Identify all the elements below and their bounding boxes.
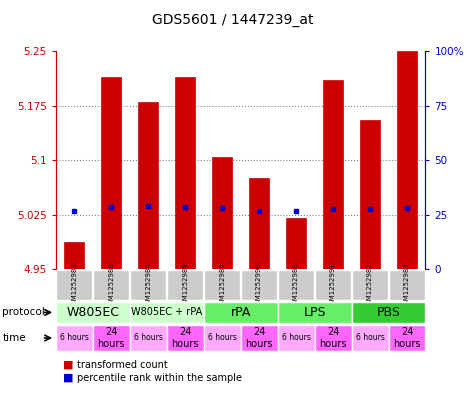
Text: ■: ■: [63, 360, 73, 370]
FancyBboxPatch shape: [278, 270, 314, 300]
Text: 6 hours: 6 hours: [208, 334, 237, 342]
Text: GSM1252989: GSM1252989: [182, 262, 188, 309]
Text: GSM1252990: GSM1252990: [256, 262, 262, 309]
FancyBboxPatch shape: [204, 301, 278, 323]
FancyBboxPatch shape: [56, 301, 130, 323]
Bar: [286, 219, 306, 269]
Bar: [101, 77, 121, 269]
Text: GSM1252985: GSM1252985: [219, 262, 225, 309]
Text: time: time: [2, 333, 26, 343]
Text: 6 hours: 6 hours: [60, 334, 89, 342]
Text: percentile rank within the sample: percentile rank within the sample: [77, 373, 242, 383]
FancyBboxPatch shape: [130, 301, 204, 323]
FancyBboxPatch shape: [130, 270, 166, 300]
Bar: [249, 178, 269, 269]
Text: transformed count: transformed count: [77, 360, 167, 370]
Text: 6 hours: 6 hours: [282, 334, 311, 342]
Text: 24
hours: 24 hours: [98, 327, 125, 349]
Text: rPA: rPA: [231, 306, 251, 319]
Text: GSM1252982: GSM1252982: [367, 262, 373, 309]
Bar: [64, 242, 85, 269]
FancyBboxPatch shape: [315, 270, 351, 300]
Text: GSM1252987: GSM1252987: [404, 262, 410, 309]
FancyBboxPatch shape: [130, 325, 167, 351]
Bar: [323, 80, 343, 269]
Text: GSM1252991: GSM1252991: [330, 262, 336, 309]
FancyBboxPatch shape: [352, 270, 388, 300]
Text: 24
hours: 24 hours: [172, 327, 199, 349]
Text: W805EC: W805EC: [66, 306, 119, 319]
Text: LPS: LPS: [303, 306, 326, 319]
Text: 24
hours: 24 hours: [393, 327, 421, 349]
Bar: [175, 77, 195, 269]
FancyBboxPatch shape: [278, 301, 352, 323]
Text: GSM1252986: GSM1252986: [293, 262, 299, 309]
FancyBboxPatch shape: [314, 325, 352, 351]
FancyBboxPatch shape: [241, 325, 278, 351]
FancyBboxPatch shape: [167, 270, 203, 300]
Text: protocol: protocol: [2, 307, 45, 318]
FancyBboxPatch shape: [93, 270, 129, 300]
Text: PBS: PBS: [377, 306, 400, 319]
Text: GDS5601 / 1447239_at: GDS5601 / 1447239_at: [152, 13, 313, 27]
FancyBboxPatch shape: [389, 270, 425, 300]
Bar: [397, 51, 417, 269]
Text: 6 hours: 6 hours: [134, 334, 163, 342]
FancyBboxPatch shape: [204, 325, 241, 351]
FancyBboxPatch shape: [93, 325, 130, 351]
Bar: [212, 156, 232, 269]
Text: ■: ■: [63, 373, 73, 383]
FancyBboxPatch shape: [56, 325, 93, 351]
Text: GSM1252983: GSM1252983: [71, 262, 77, 309]
Text: 6 hours: 6 hours: [356, 334, 385, 342]
Text: 24
hours: 24 hours: [246, 327, 273, 349]
FancyBboxPatch shape: [352, 325, 388, 351]
Text: GSM1252988: GSM1252988: [108, 262, 114, 309]
Text: W805EC + rPA: W805EC + rPA: [131, 307, 202, 318]
Text: GSM1252984: GSM1252984: [145, 262, 151, 309]
Bar: [138, 102, 159, 269]
Bar: [360, 120, 380, 269]
FancyBboxPatch shape: [56, 270, 93, 300]
FancyBboxPatch shape: [241, 270, 277, 300]
FancyBboxPatch shape: [388, 325, 425, 351]
FancyBboxPatch shape: [352, 301, 425, 323]
FancyBboxPatch shape: [204, 270, 240, 300]
FancyBboxPatch shape: [278, 325, 314, 351]
FancyBboxPatch shape: [167, 325, 204, 351]
Text: 24
hours: 24 hours: [319, 327, 347, 349]
